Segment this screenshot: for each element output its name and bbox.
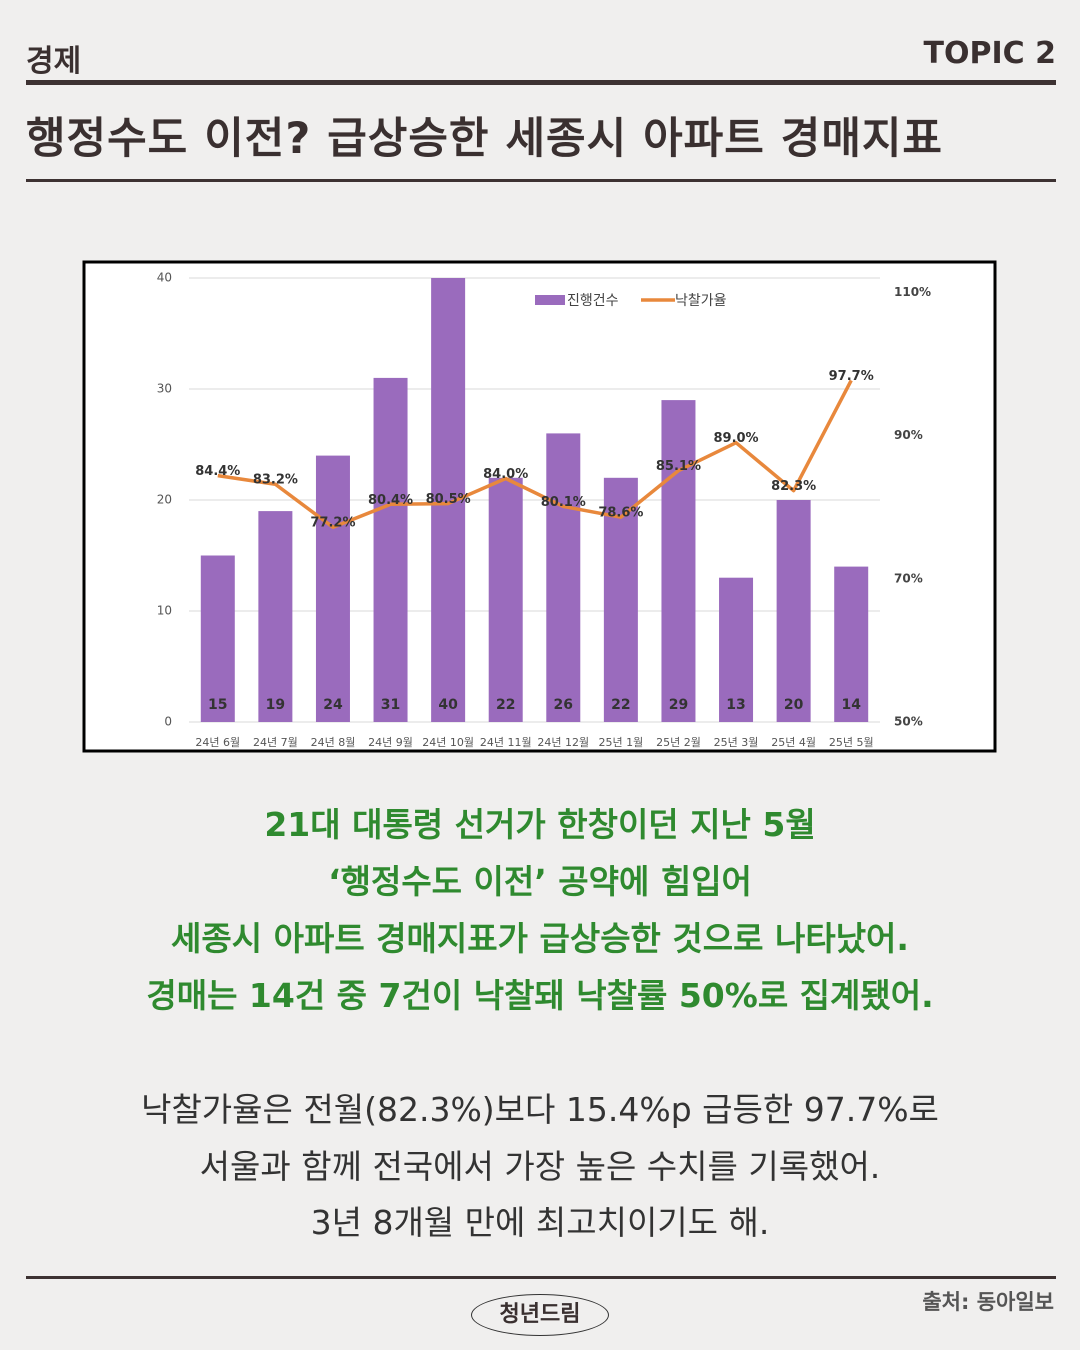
x-tick-label: 24년 9월 (368, 736, 413, 749)
bar-value-label: 24 (323, 697, 343, 713)
chart: 0 10 20 30 40 50% 70% 90% 110% 24년 6월 24년 7월 24년 8월… (82, 260, 997, 753)
topic: TOPIC 2 (923, 36, 1056, 71)
x-tick-label: 24년 12월 (537, 736, 589, 749)
bar-value-label: 26 (554, 697, 573, 713)
bar (719, 577, 754, 722)
y2-tick-label: 90% (894, 428, 923, 442)
x-tick-label: 24년 11월 (480, 736, 532, 749)
bar-value-label: 19 (266, 697, 285, 713)
bar-value-label: 40 (438, 697, 458, 713)
source: 출처: 동아일보 (922, 1290, 1054, 1314)
legend-label: 낙찰가율 (675, 293, 727, 309)
line-value-label: 80.5% (426, 492, 471, 507)
bar-value-label: 14 (841, 697, 861, 713)
highlight-line: 21대 대통령 선거가 한창이던 지난 5월 (264, 805, 816, 844)
bar-value-label: 15 (208, 697, 227, 713)
line (217, 379, 853, 529)
bar (315, 455, 350, 722)
line-value-label: 85.1% (656, 459, 701, 474)
category: 경제 (26, 44, 82, 79)
line-value-label: 83.2% (253, 473, 298, 488)
bar-value-label: 20 (784, 697, 804, 713)
line-value-label: 80.1% (541, 495, 586, 510)
x-tick-label: 25년 2월 (656, 736, 701, 749)
bar (661, 400, 696, 722)
bar (373, 377, 408, 722)
bar (834, 566, 869, 722)
body-line: 서울과 함께 전국에서 가장 높은 수치를 기록했어. (199, 1147, 881, 1186)
title: 행정수도 이전? 급상승한 세종시 아파트 경매지표 (26, 114, 943, 164)
y2-tick-label: 70% (894, 571, 923, 585)
line-value-label: 78.6% (598, 506, 643, 521)
y-tick-label: 30 (157, 382, 172, 396)
line-value-label: 80.4% (368, 493, 413, 508)
bar (776, 500, 811, 722)
rule (26, 80, 1056, 85)
line-value-label: 84.0% (483, 467, 528, 482)
x-tick-label: 24년 8월 (311, 736, 356, 749)
body-line: 3년 8개월 만에 최고치이기도 해. (310, 1203, 770, 1242)
bar (258, 511, 293, 722)
x-tick-label: 24년 10월 (422, 736, 474, 749)
x-tick-label: 24년 6월 (195, 736, 240, 749)
y-tick-label: 10 (157, 604, 172, 618)
y-tick-label: 0 (164, 715, 172, 729)
bar (488, 477, 523, 722)
bar-value-label: 22 (611, 697, 630, 713)
x-tick-label: 25년 5월 (829, 736, 874, 749)
highlight-line: 세종시 아파트 경매지표가 급상승한 것으로 나타났어. (171, 919, 909, 958)
y2-tick-label: 50% (894, 715, 923, 729)
legend-label: 진행건수 (567, 293, 619, 309)
rule (26, 179, 1056, 182)
line-value-label: 77.2% (310, 516, 355, 531)
line-value-label: 89.0% (713, 431, 758, 446)
y2-tick-label: 110% (894, 285, 931, 299)
line-value-label: 84.4% (195, 464, 240, 479)
bar-value-label: 22 (496, 697, 515, 713)
bar-value-label: 13 (726, 697, 745, 713)
rule (26, 1276, 1056, 1279)
highlight-line: ‘행정수도 이전’ 공약에 힘입어 (328, 862, 752, 901)
y-tick-label: 20 (157, 493, 172, 507)
highlight-line: 경매는 14건 중 7건이 낙찰돼 낙찰률 50%로 집계됐어. (146, 976, 934, 1015)
bar-value-label: 29 (669, 697, 688, 713)
x-tick-label: 25년 4월 (771, 736, 816, 749)
body-line: 낙찰가율은 전월(82.3%)보다 15.4%p 급등한 97.7%로 (141, 1090, 939, 1129)
line-value-label: 97.7% (829, 369, 874, 384)
line-value-label: 82.3% (771, 479, 816, 494)
x-tick-label: 25년 1월 (599, 736, 644, 749)
x-tick-label: 24년 7월 (253, 736, 298, 749)
y-tick-label: 40 (157, 271, 172, 285)
bar (200, 555, 235, 722)
legend-swatch (535, 295, 565, 305)
x-tick-label: 25년 3월 (714, 736, 759, 749)
brand: 청년드림 (471, 1294, 609, 1336)
bar-value-label: 31 (381, 697, 400, 713)
bar (546, 433, 581, 722)
